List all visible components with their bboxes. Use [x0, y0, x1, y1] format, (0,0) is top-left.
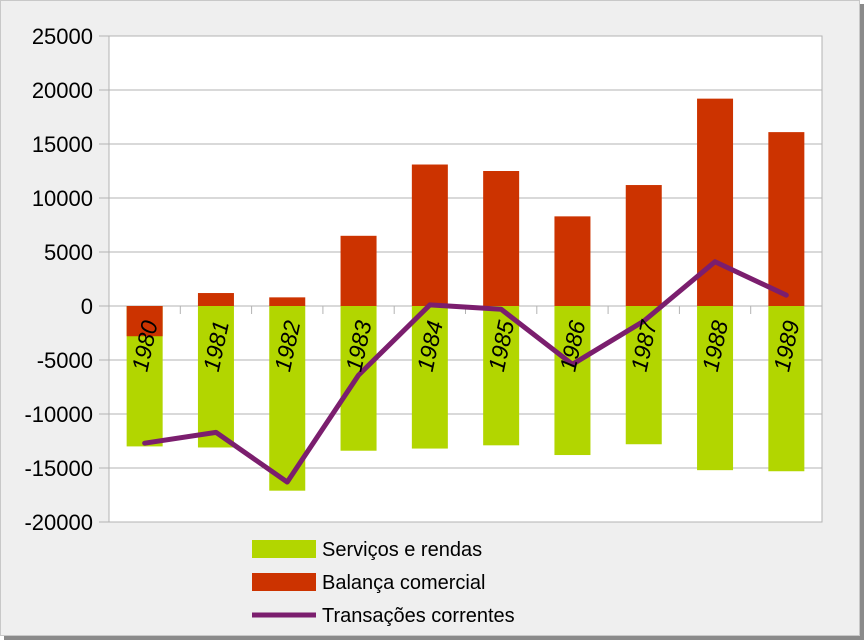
bar-balan-a-comercial-1989	[768, 132, 805, 306]
line-series	[142, 259, 789, 485]
bar-servi-os-e-rendas-1984	[411, 306, 448, 449]
y-tick-label: -20000	[24, 510, 93, 535]
y-tick-label: 0	[81, 294, 93, 319]
bars	[126, 98, 805, 491]
y-tick-label: 15000	[32, 132, 93, 157]
y-tick-label: -5000	[37, 348, 93, 373]
bar-balan-a-comercial-1984	[411, 164, 448, 306]
line-transacoes-correntes	[142, 259, 789, 485]
legend-swatch-balan-a-comercial	[252, 573, 316, 591]
y-tick-label: 25000	[32, 24, 93, 49]
legend-label-balan-a-comercial: Balança comercial	[322, 572, 485, 594]
y-tick-label: -15000	[24, 456, 93, 481]
y-axis-tick-labels: 25000 20000 15000 10000 5000 0 -5000 -10000 -150…	[24, 24, 93, 535]
bar-balan-a-comercial-1987	[625, 185, 662, 306]
bar-servi-os-e-rendas-1989	[768, 306, 805, 472]
bar-balan-a-comercial-1982	[269, 297, 306, 306]
legend-label-transa-es-correntes: Transações correntes	[322, 605, 515, 627]
bar-balan-a-comercial-1981	[197, 293, 234, 306]
legend: Serviços e rendas Balança comercial Transa…	[252, 539, 515, 627]
y-tick-label: 10000	[32, 186, 93, 211]
bar-balan-a-comercial-1980	[126, 306, 163, 337]
bar-servi-os-e-rendas-1986	[554, 306, 591, 456]
y-tick-label: -10000	[24, 402, 93, 427]
bar-balan-a-comercial-1986	[554, 216, 591, 306]
y-tick-label: 5000	[44, 240, 93, 265]
y-tick-label: 20000	[32, 78, 93, 103]
bar-balan-a-comercial-1985	[483, 171, 520, 306]
bar-servi-os-e-rendas-1988	[697, 306, 734, 471]
bar-servi-os-e-rendas-1985	[483, 306, 520, 446]
bar-balan-a-comercial-1983	[340, 235, 377, 306]
bar-servi-os-e-rendas-1981	[197, 306, 234, 448]
legend-label-servi-os-e-rendas: Serviços e rendas	[322, 539, 482, 561]
legend-swatch-servi-os-e-rendas	[252, 540, 316, 558]
